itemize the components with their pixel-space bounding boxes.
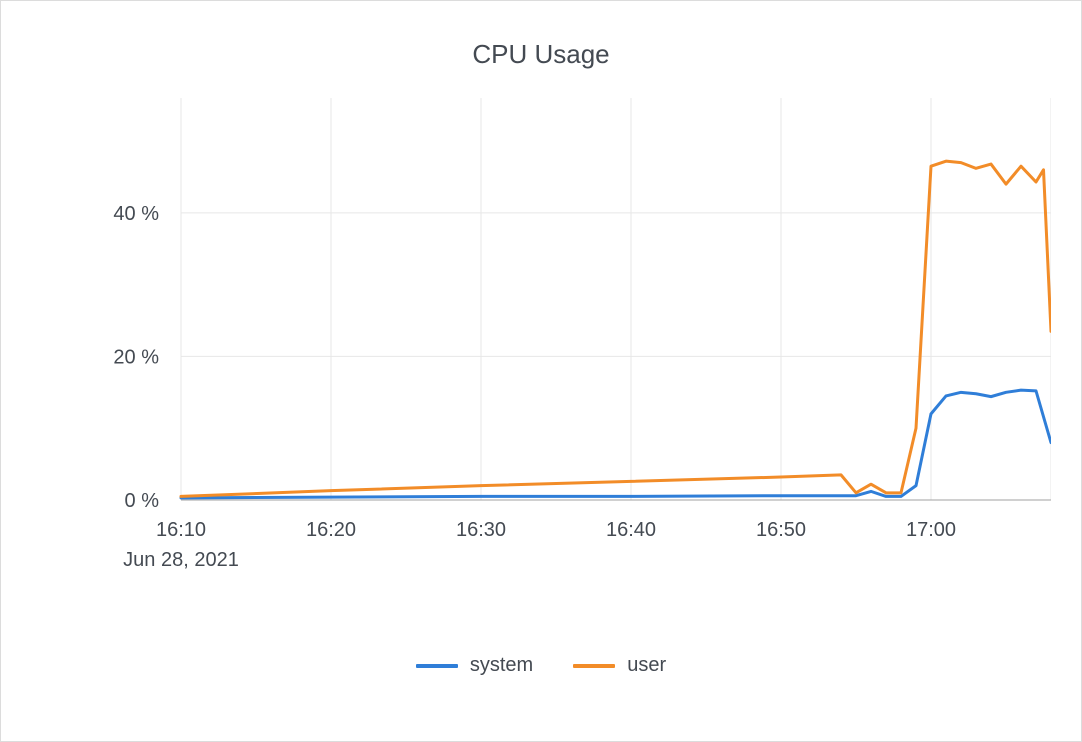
plot-area: 0 % 20 % 40 % 16:10 16:20 16:30 16:40 16:50 17:0… bbox=[31, 94, 1051, 634]
chart-frame: CPU Usage 0 % 20 % 40 % 16:10 16:20 16:30 16:4… bbox=[0, 0, 1082, 742]
legend-label-user: user bbox=[627, 654, 666, 677]
x-tick-label: 16:50 bbox=[756, 519, 806, 541]
x-tick-label: 16:10 bbox=[156, 519, 206, 541]
legend-label-system: system bbox=[470, 654, 533, 677]
series-line-user bbox=[181, 161, 1051, 496]
legend-swatch-user bbox=[573, 664, 615, 668]
legend-swatch-system bbox=[416, 664, 458, 668]
y-tick-label: 0 % bbox=[125, 490, 160, 512]
x-tick-label: 16:40 bbox=[606, 519, 656, 541]
y-tick-label: 40 % bbox=[113, 203, 159, 225]
x-tick-label: 16:30 bbox=[456, 519, 506, 541]
legend-item-system: system bbox=[416, 654, 533, 677]
x-tick-label: 16:20 bbox=[306, 519, 356, 541]
legend: system user bbox=[31, 654, 1051, 677]
x-tick-label: 17:00 bbox=[906, 519, 956, 541]
y-tick-label: 20 % bbox=[113, 346, 159, 368]
chart-title: CPU Usage bbox=[31, 39, 1051, 70]
chart-svg: 0 % 20 % 40 % 16:10 16:20 16:30 16:40 16:50 17:0… bbox=[31, 94, 1051, 634]
legend-item-user: user bbox=[573, 654, 666, 677]
x-date-label: Jun 28, 2021 bbox=[123, 549, 239, 571]
